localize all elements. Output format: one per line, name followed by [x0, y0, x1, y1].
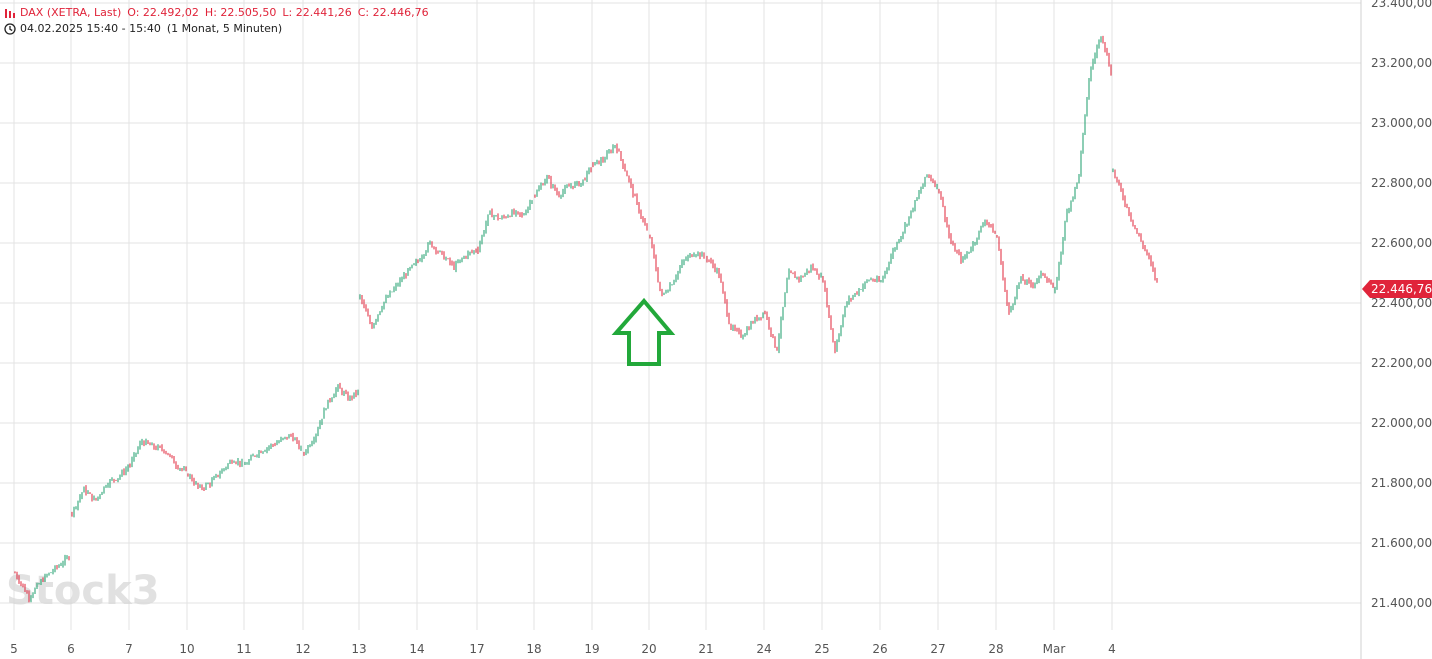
- y-tick-label: 22.000,00: [1371, 416, 1432, 430]
- x-tick-label: 26: [872, 642, 887, 656]
- last-price-label: 22.446,76: [1371, 282, 1432, 296]
- price-marker: 22.446,76: [1362, 279, 1432, 298]
- stock3-watermark: Stock3: [6, 568, 160, 614]
- datetime-range: 04.02.2025 15:40 - 15:40: [20, 22, 161, 35]
- candlestick-series: [14, 35, 1158, 603]
- x-tick-label: 21: [698, 642, 713, 656]
- bar-chart-icon[interactable]: [4, 8, 16, 19]
- y-tick-label: 22.400,00: [1371, 296, 1432, 310]
- x-tick-label: 12: [295, 642, 310, 656]
- x-tick-label: Mar: [1043, 642, 1066, 656]
- x-tick-label: 25: [814, 642, 829, 656]
- x-tick-label: 11: [236, 642, 251, 656]
- x-tick-label: 17: [469, 642, 484, 656]
- y-tick-label: 23.200,00: [1371, 56, 1432, 70]
- x-tick-label: 19: [584, 642, 599, 656]
- quote-header: DAX (XETRA, Last) O: 22.492,02 H: 22.505,5…: [4, 6, 435, 20]
- last-price-tag: [1362, 279, 1432, 298]
- x-axis: 5 6 7 10 11 12 13 14 17 18 19 20 21 24 25 26 27 28 Mar 4: [10, 642, 1116, 656]
- up-arrow-annotation: [611, 297, 676, 366]
- clock-icon: [4, 23, 16, 35]
- open-value: O: 22.492,02: [127, 6, 199, 19]
- y-axis: 21.400,00 21.600,00 21.800,00 22.000,00 22.2…: [1360, 0, 1432, 659]
- x-tick-label: 20: [641, 642, 656, 656]
- y-tick-label: 21.400,00: [1371, 596, 1432, 610]
- time-header: 04.02.2025 15:40 - 15:40 (1 Monat, 5 Minu…: [4, 22, 288, 36]
- y-tick-label: 23.000,00: [1371, 116, 1432, 130]
- y-tick-label: 21.600,00: [1371, 536, 1432, 550]
- chart-grid: [0, 0, 1361, 630]
- y-tick-label: 21.800,00: [1371, 476, 1432, 490]
- low-value: L: 22.441,26: [282, 6, 352, 19]
- x-tick-label: 27: [930, 642, 945, 656]
- timeframe-label: (1 Monat, 5 Minuten): [166, 22, 283, 35]
- x-tick-label: 18: [526, 642, 541, 656]
- x-tick-label: 28: [988, 642, 1003, 656]
- x-tick-label: 4: [1108, 642, 1116, 656]
- y-tick-label: 22.600,00: [1371, 236, 1432, 250]
- x-tick-label: 5: [10, 642, 18, 656]
- x-tick-label: 10: [179, 642, 194, 656]
- x-tick-label: 6: [67, 642, 75, 656]
- y-tick-label: 23.400,00: [1371, 0, 1432, 10]
- x-tick-label: 14: [409, 642, 424, 656]
- high-value: H: 22.505,50: [204, 6, 277, 19]
- close-value: C: 22.446,76: [357, 6, 429, 19]
- x-tick-label: 24: [756, 642, 771, 656]
- x-tick-label: 7: [125, 642, 133, 656]
- x-tick-label: 13: [351, 642, 366, 656]
- symbol-name: DAX (XETRA, Last): [20, 6, 122, 19]
- y-tick-label: 22.800,00: [1371, 176, 1432, 190]
- y-tick-label: 22.200,00: [1371, 356, 1432, 370]
